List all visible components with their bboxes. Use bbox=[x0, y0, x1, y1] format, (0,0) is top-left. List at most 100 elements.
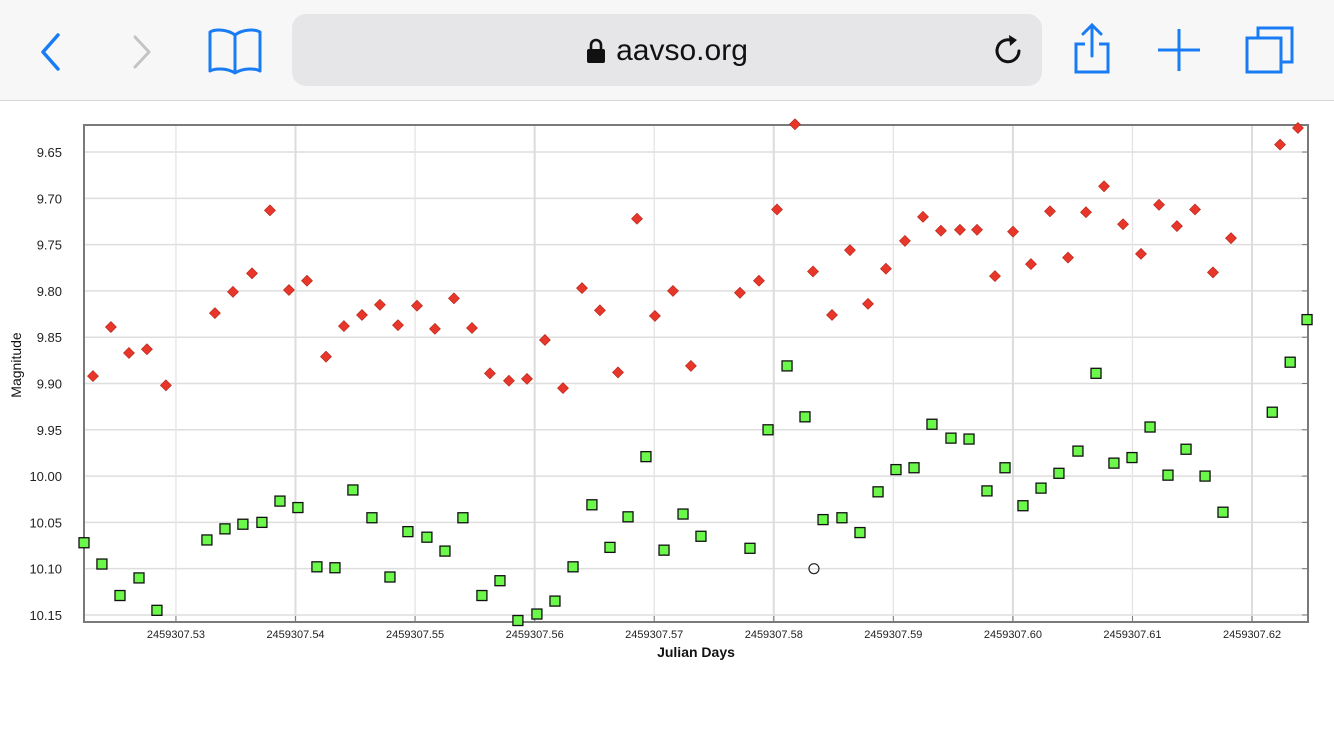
red-diamond-point bbox=[356, 309, 368, 321]
forward-icon[interactable] bbox=[130, 34, 154, 70]
green-square-point bbox=[439, 545, 451, 557]
y-tick-labels: 9.65 9.70 9.75 9.80 9.85 9.90 9.95 10.00 10.05 10… bbox=[29, 145, 62, 623]
reload-icon[interactable] bbox=[992, 34, 1026, 68]
y-tick-label: 10.00 bbox=[29, 469, 62, 484]
x-tick-label: 2459307.55 bbox=[386, 629, 444, 641]
green-square-point bbox=[926, 418, 938, 430]
red-diamond-point bbox=[935, 224, 947, 237]
red-diamond-point bbox=[880, 262, 892, 275]
green-square-point bbox=[256, 516, 268, 529]
red-diamond-point bbox=[320, 350, 332, 363]
share-icon[interactable] bbox=[1072, 22, 1112, 76]
red-diamond-point bbox=[771, 203, 783, 216]
red-diamond-point bbox=[612, 366, 624, 379]
address-bar[interactable]: aavso.org bbox=[292, 14, 1042, 86]
green-square-point bbox=[494, 575, 506, 587]
green-square-point bbox=[1301, 313, 1313, 326]
red-diamond-point bbox=[1292, 122, 1304, 134]
green-square-point bbox=[781, 360, 793, 372]
red-diamond-point bbox=[1117, 218, 1129, 231]
green-square-point bbox=[421, 531, 433, 543]
red-diamond-point bbox=[123, 347, 135, 359]
y-tick-label: 10.15 bbox=[29, 608, 62, 623]
lock-icon bbox=[587, 38, 606, 64]
green-square-point bbox=[622, 511, 634, 523]
green-square-point bbox=[384, 571, 396, 583]
x-tick-labels: 2459307.53 2459307.54 2459307.55 2459307.56… bbox=[147, 629, 1281, 641]
red-diamond-point bbox=[789, 118, 801, 131]
x-tick-label: 2459307.62 bbox=[1223, 629, 1281, 641]
red-diamond-point bbox=[264, 204, 276, 217]
tabs-icon[interactable] bbox=[1244, 24, 1296, 76]
y-tick-label: 9.70 bbox=[37, 191, 62, 206]
green-square-point bbox=[311, 561, 323, 573]
red-diamond-point bbox=[1207, 266, 1219, 279]
x-tick-label: 2459307.53 bbox=[147, 629, 205, 641]
red-diamond-point bbox=[844, 244, 856, 257]
red-diamond-point bbox=[1044, 205, 1056, 218]
green-square-point bbox=[292, 501, 304, 514]
y-tick-label: 10.05 bbox=[29, 515, 62, 530]
green-square-point bbox=[549, 595, 561, 607]
green-square-point bbox=[114, 589, 126, 602]
x-tick-label: 2459307.56 bbox=[506, 629, 564, 641]
green-square-point bbox=[963, 433, 975, 445]
green-square-point bbox=[274, 495, 286, 507]
green-square-point bbox=[476, 589, 488, 602]
data-points bbox=[78, 118, 1313, 627]
green-square-point bbox=[1053, 467, 1065, 479]
green-square-point bbox=[1072, 445, 1084, 457]
red-diamond-point bbox=[1098, 180, 1110, 193]
red-diamond-point bbox=[1225, 232, 1237, 245]
red-diamond-point bbox=[338, 320, 350, 333]
y-tick-label: 9.65 bbox=[37, 145, 62, 160]
red-diamond-point bbox=[1062, 251, 1074, 264]
green-square-point bbox=[1284, 356, 1296, 368]
green-square-point bbox=[604, 541, 616, 554]
green-square-point bbox=[237, 518, 249, 530]
green-square-point bbox=[640, 450, 652, 463]
green-square-point bbox=[981, 485, 993, 497]
green-square-point bbox=[1035, 482, 1047, 494]
red-diamond-point bbox=[140, 343, 153, 356]
plot-frame bbox=[83, 124, 1309, 623]
new-tab-icon[interactable] bbox=[1156, 27, 1202, 73]
y-tick-label: 9.80 bbox=[37, 284, 62, 299]
red-diamond-point bbox=[862, 297, 874, 310]
green-square-point bbox=[151, 604, 163, 616]
red-diamond-point bbox=[1007, 225, 1019, 238]
green-square-point bbox=[347, 484, 359, 496]
green-square-point bbox=[744, 542, 756, 554]
green-square-point bbox=[945, 432, 957, 444]
green-square-point bbox=[78, 537, 90, 549]
green-square-point bbox=[133, 572, 145, 584]
green-square-point bbox=[872, 486, 884, 498]
red-diamond-point bbox=[466, 322, 478, 334]
red-diamond-point bbox=[429, 322, 441, 335]
red-diamond-point bbox=[87, 370, 99, 383]
x-tick-label: 2459307.54 bbox=[266, 629, 324, 641]
green-square-point bbox=[512, 614, 524, 627]
red-diamond-point bbox=[1153, 198, 1165, 211]
red-diamond-point bbox=[1080, 206, 1092, 219]
red-diamond-point bbox=[1274, 138, 1286, 151]
red-diamond-point bbox=[246, 267, 258, 280]
x-axis-label: Julian Days bbox=[657, 644, 735, 660]
red-diamond-point bbox=[557, 382, 569, 395]
y-tick-label: 9.75 bbox=[37, 238, 62, 253]
y-tick-label: 9.90 bbox=[37, 376, 62, 391]
red-diamond-point bbox=[576, 282, 588, 295]
green-square-point bbox=[854, 526, 866, 539]
red-diamond-point bbox=[521, 372, 533, 385]
back-icon[interactable] bbox=[38, 32, 64, 72]
green-square-point bbox=[836, 512, 848, 524]
bookmarks-icon[interactable] bbox=[207, 27, 263, 75]
red-diamond-point bbox=[1135, 247, 1147, 260]
red-diamond-point bbox=[734, 286, 746, 299]
red-diamond-point bbox=[631, 212, 643, 225]
green-square-point bbox=[890, 463, 902, 476]
url-text: aavso.org bbox=[616, 34, 748, 68]
green-square-point bbox=[908, 462, 920, 474]
red-diamond-point bbox=[283, 284, 295, 296]
green-square-point bbox=[1126, 451, 1138, 464]
